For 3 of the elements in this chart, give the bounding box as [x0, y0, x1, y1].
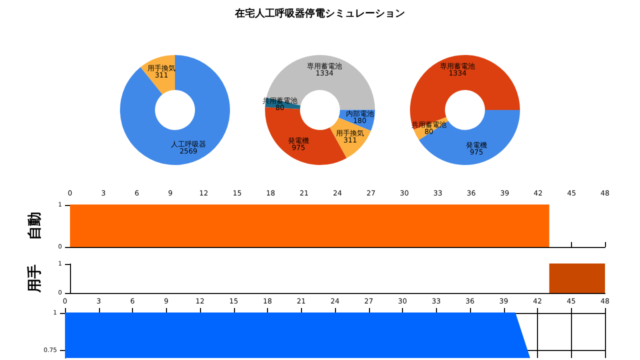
chart-title: 在宅人工呼吸器停電シミュレーション: [234, 8, 405, 20]
y-axis-title: 用手: [26, 264, 43, 294]
y-axis-title: 自動: [27, 212, 43, 240]
